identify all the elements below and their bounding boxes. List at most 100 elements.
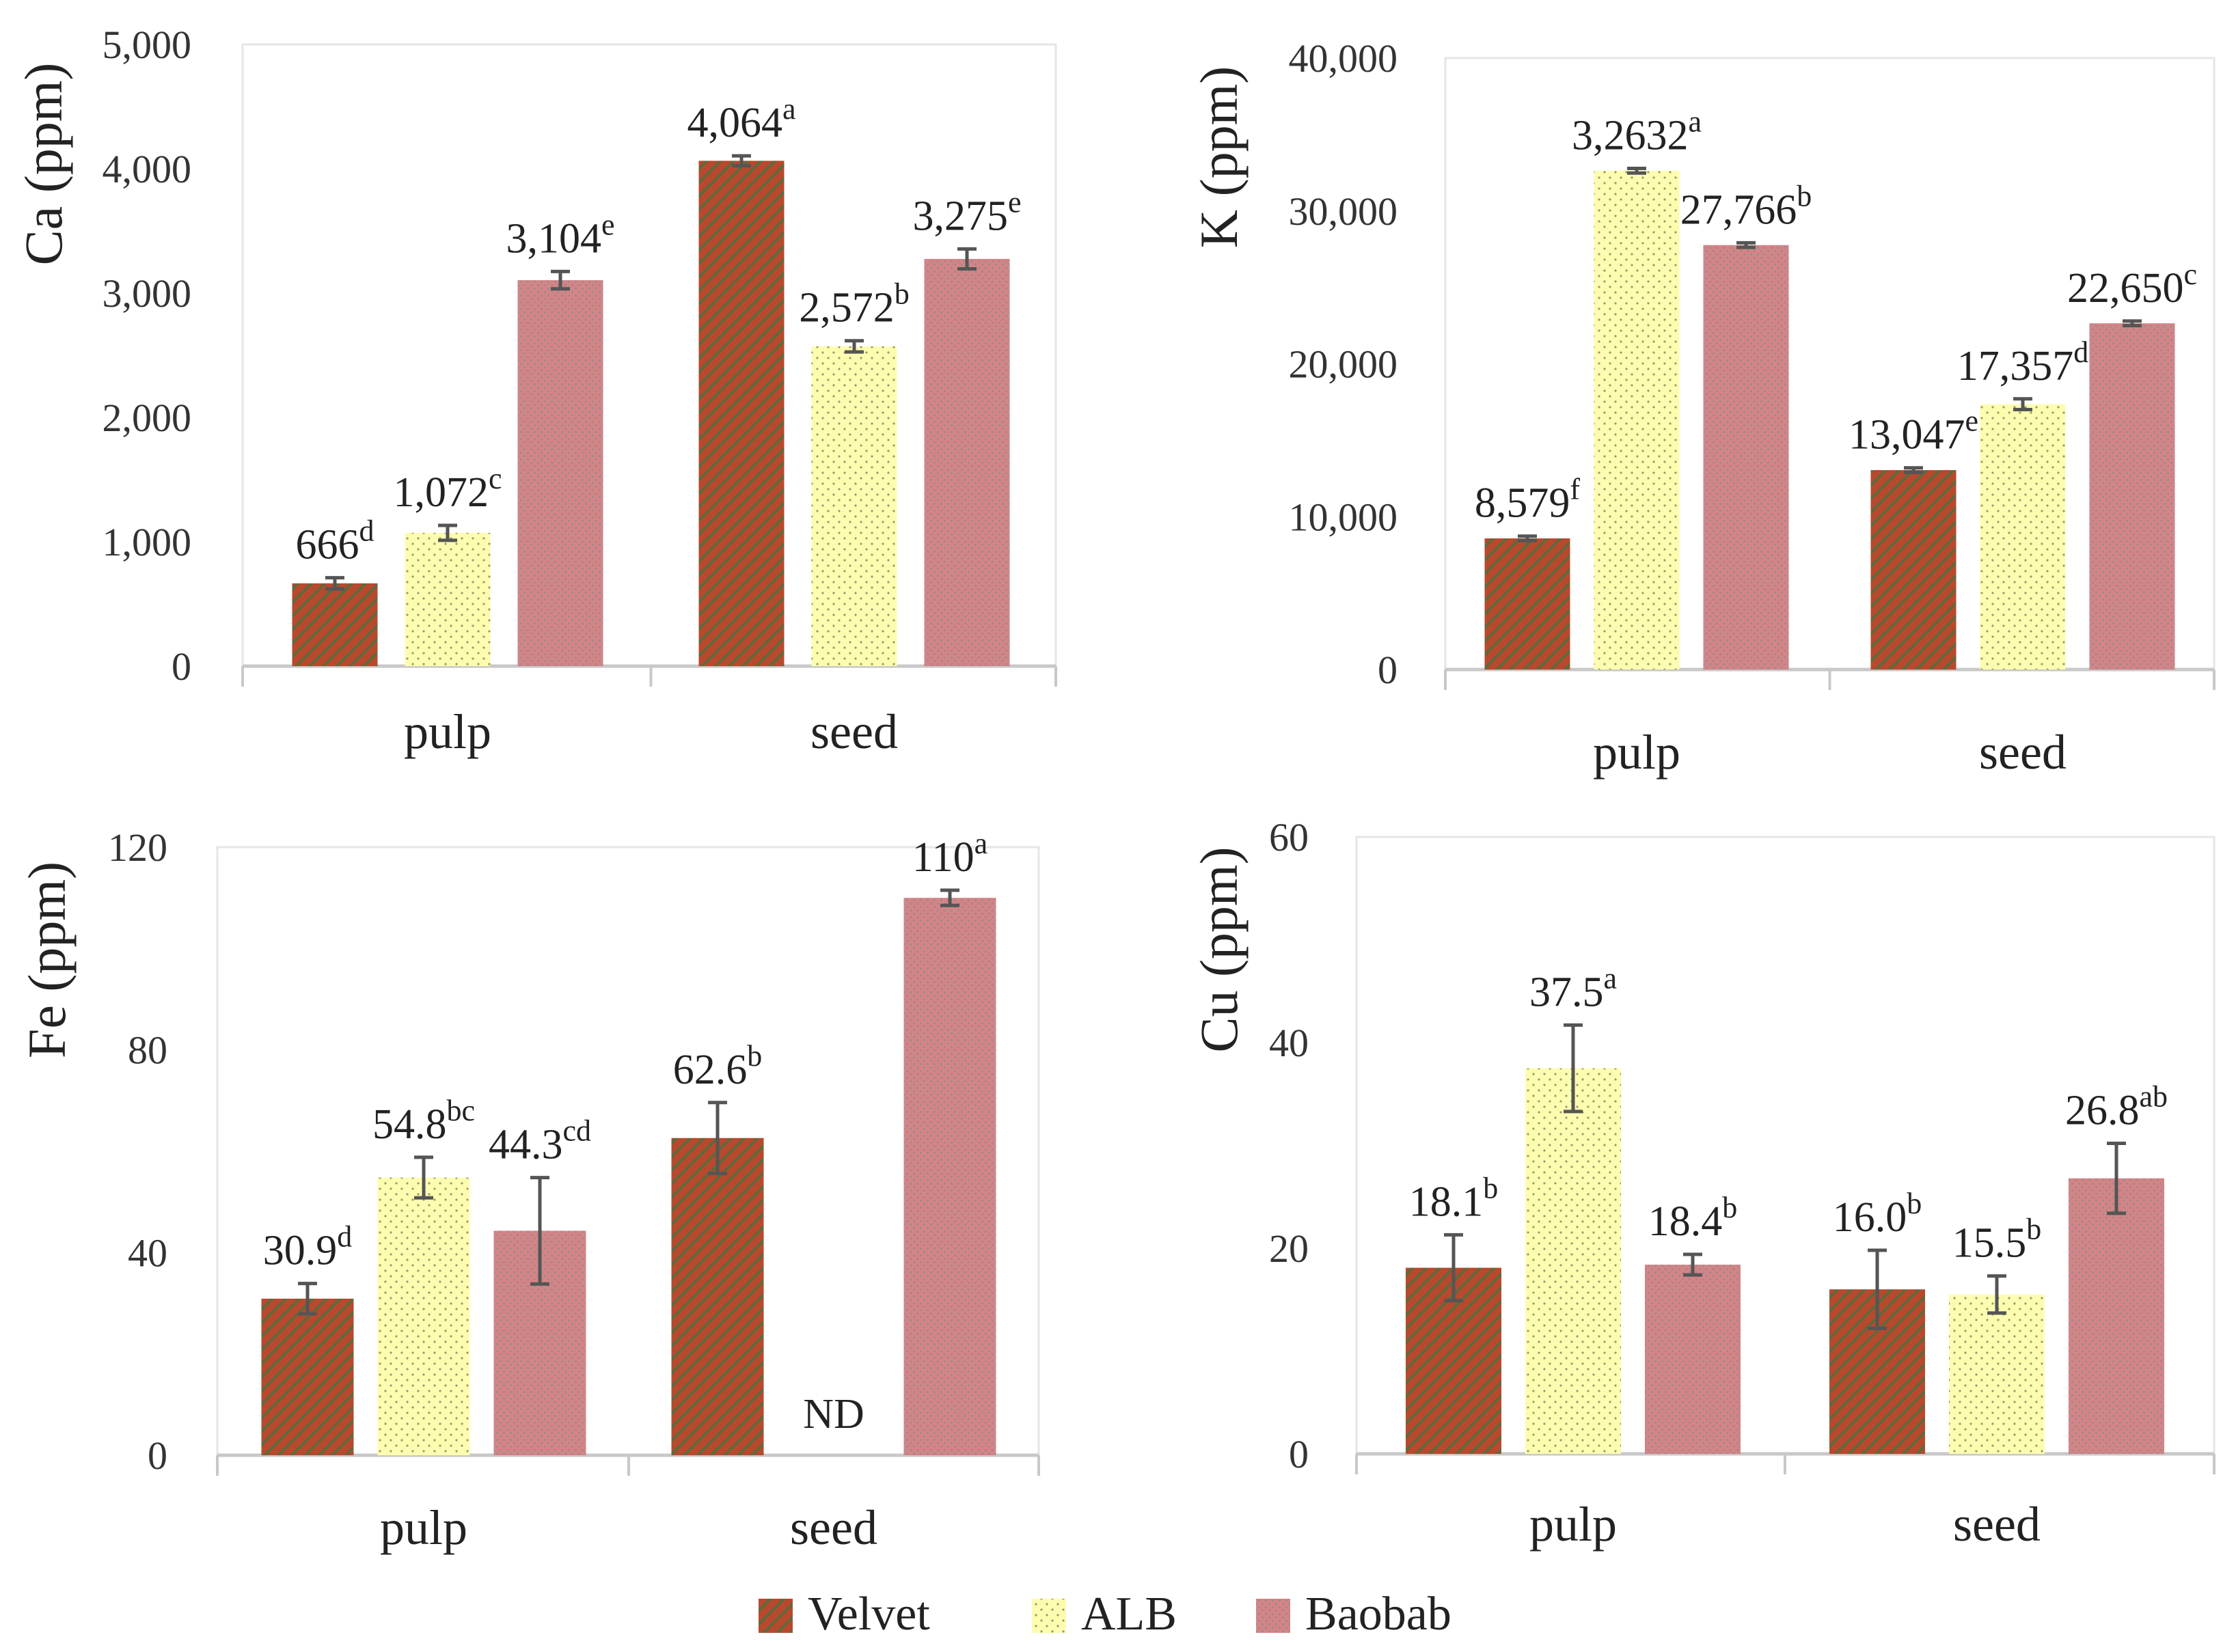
fe-baobab-pulp-significance-letter: cd xyxy=(562,1114,591,1148)
fe-baobab-seed-bar xyxy=(903,898,996,1455)
fe-baobab-seed-significance-letter: a xyxy=(974,827,988,860)
cu-baobab-seed-significance-letter: ab xyxy=(2139,1079,2168,1113)
ca-velvet-seed-significance-letter: a xyxy=(782,92,796,126)
ca-baobab-pulp-data-label: 3,104e xyxy=(506,208,614,262)
ca-velvet-pulp-data-label: 666d xyxy=(296,514,374,568)
fe-y-tick-label: 120 xyxy=(108,825,167,870)
legend-swatch-baobab xyxy=(1256,1599,1290,1633)
ca-y-tick-label: 4,000 xyxy=(103,147,192,191)
fe-baobab-pulp-error-bar xyxy=(530,1176,549,1286)
ca-y-tick-label: 3,000 xyxy=(103,271,192,316)
k-alb-seed-bar xyxy=(1980,404,2066,670)
k-velvet-seed-bar xyxy=(1870,470,1956,670)
cu-chart-panel: 0 20 40 60 Cu (ppm) pulp seed 18.1b 16.0b 37.5a 15… xyxy=(1189,815,2215,1552)
ca-y-tick-label: 2,000 xyxy=(103,396,192,440)
ca-baobab-seed-data-label: 3,275e xyxy=(912,185,1021,239)
cu-alb-seed-data-label: 15.5b xyxy=(1952,1213,2042,1267)
k-y-tick-label: 0 xyxy=(1378,648,1398,692)
k-baobab-seed-bar xyxy=(2089,323,2175,670)
fe-y-tick-label: 40 xyxy=(128,1230,167,1275)
cu-velvet-pulp-data-label: 18.1b xyxy=(1409,1171,1499,1225)
cu-category-label-pulp: pulp xyxy=(1529,1497,1617,1552)
cu-baobab-pulp-data-label: 18.4b xyxy=(1648,1191,1738,1245)
ca-alb-seed-significance-letter: b xyxy=(895,277,910,311)
fe-alb-pulp-significance-letter: bc xyxy=(446,1094,475,1127)
k-chart-panel: 0 10,000 20,000 30,000 40,000 K (ppm) pulp seed… xyxy=(1189,36,2215,780)
ca-alb-pulp-significance-letter: c xyxy=(489,462,502,495)
ca-alb-seed-bar xyxy=(811,346,897,666)
k-alb-seed-error-bar xyxy=(2013,397,2032,411)
k-baobab-seed-error-bar xyxy=(2123,319,2142,328)
ca-baobab-pulp-significance-letter: e xyxy=(601,208,615,241)
cu-baobab-pulp-significance-letter: b xyxy=(1722,1191,1737,1224)
cu-alb-pulp-significance-letter: a xyxy=(1603,961,1617,995)
fe-baobab-pulp-data-label: 44.3cd xyxy=(489,1114,591,1168)
ca-chart-panel: 0 1,000 2,000 3,000 4,000 5,000 Ca (ppm) pulp se… xyxy=(14,23,1057,759)
cu-baobab-pulp-error-bar xyxy=(1683,1252,1702,1277)
cu-alb-pulp-bar xyxy=(1525,1068,1621,1454)
ca-y-tick-label: 1,000 xyxy=(103,520,192,564)
fe-alb-seed-nd-label: ND xyxy=(803,1391,864,1437)
fe-y-axis-label: Fe (ppm) xyxy=(17,862,77,1058)
fe-velvet-seed-data-label: 62.6b xyxy=(673,1039,763,1093)
ca-velvet-seed-bar xyxy=(698,161,785,667)
ca-y-axis-label: Ca (ppm) xyxy=(14,63,73,266)
k-y-tick-label: 20,000 xyxy=(1289,342,1398,387)
fe-velvet-pulp-error-bar xyxy=(298,1282,317,1316)
ca-velvet-seed-data-label: 4,064a xyxy=(687,92,795,146)
ca-alb-pulp-bar xyxy=(405,532,491,666)
cu-velvet-pulp-error-bar xyxy=(1444,1233,1463,1303)
cu-alb-seed-bar xyxy=(1949,1294,2045,1454)
cu-baobab-seed-bar xyxy=(2069,1178,2164,1454)
ca-y-tick-label: 5,000 xyxy=(103,23,192,67)
k-y-tick-label: 40,000 xyxy=(1289,36,1398,81)
legend-item-baobab: Baobab xyxy=(1256,1588,1451,1640)
cu-velvet-seed-significance-letter: b xyxy=(1907,1187,1922,1220)
ca-baobab-seed-significance-letter: e xyxy=(1008,185,1022,219)
fe-y-tick-label: 0 xyxy=(148,1433,167,1478)
ca-alb-pulp-data-label: 1,072c xyxy=(393,462,502,516)
ca-y-tick-label: 0 xyxy=(172,644,191,689)
fe-alb-pulp-data-label: 54.8bc xyxy=(372,1094,475,1148)
cu-velvet-seed-data-label: 16.0b xyxy=(1833,1187,1922,1241)
k-y-axis-label: K (ppm) xyxy=(1189,66,1249,248)
ca-velvet-pulp-error-bar xyxy=(325,576,344,591)
k-velvet-pulp-error-bar xyxy=(1518,534,1537,542)
ca-alb-seed-data-label: 2,572b xyxy=(799,277,910,331)
fe-chart-panel: 0 40 80 120 Fe (ppm) pulp seed 30.9d 62.6b 54.8bc… xyxy=(17,825,1040,1555)
ca-velvet-seed-error-bar xyxy=(732,154,751,168)
legend-label-baobab: Baobab xyxy=(1305,1588,1451,1640)
k-velvet-pulp-data-label: 8,579f xyxy=(1475,473,1581,527)
k-velvet-seed-error-bar xyxy=(1904,466,1923,474)
cu-y-axis-label: Cu (ppm) xyxy=(1189,846,1249,1052)
fe-y-tick-label: 80 xyxy=(128,1028,167,1073)
cu-velvet-pulp-significance-letter: b xyxy=(1483,1171,1498,1204)
legend-item-alb: ALB xyxy=(1032,1588,1177,1640)
ca-category-label-pulp: pulp xyxy=(404,704,491,759)
ca-category-label-seed: seed xyxy=(810,704,898,759)
fe-velvet-seed-significance-letter: b xyxy=(747,1039,762,1073)
ca-baobab-seed-bar xyxy=(924,258,1010,666)
k-alb-seed-data-label: 17,357d xyxy=(1957,335,2089,389)
cu-y-tick-label: 0 xyxy=(1289,1432,1309,1476)
cu-velvet-seed-error-bar xyxy=(1868,1248,1887,1330)
cu-baobab-pulp-bar xyxy=(1645,1265,1741,1454)
k-alb-pulp-error-bar xyxy=(1627,167,1646,175)
legend: Velvet ALB Baobab xyxy=(759,1588,1451,1640)
legend-swatch-velvet xyxy=(759,1599,793,1633)
legend-label-velvet: Velvet xyxy=(808,1588,930,1640)
k-alb-seed-significance-letter: d xyxy=(2073,335,2088,369)
cu-alb-pulp-error-bar xyxy=(1564,1023,1583,1114)
fe-velvet-seed-bar xyxy=(671,1138,764,1455)
fe-velvet-seed-error-bar xyxy=(708,1101,727,1176)
k-velvet-pulp-significance-letter: f xyxy=(1570,473,1580,506)
cu-category-label-seed: seed xyxy=(1953,1497,2041,1552)
k-y-tick-label: 30,000 xyxy=(1289,189,1398,234)
ca-baobab-seed-error-bar xyxy=(957,247,977,271)
legend-item-velvet: Velvet xyxy=(759,1588,930,1640)
cu-y-tick-label: 20 xyxy=(1269,1226,1309,1271)
legend-label-alb: ALB xyxy=(1081,1588,1177,1640)
k-baobab-pulp-significance-letter: b xyxy=(1797,179,1812,212)
ca-baobab-pulp-error-bar xyxy=(551,269,570,291)
